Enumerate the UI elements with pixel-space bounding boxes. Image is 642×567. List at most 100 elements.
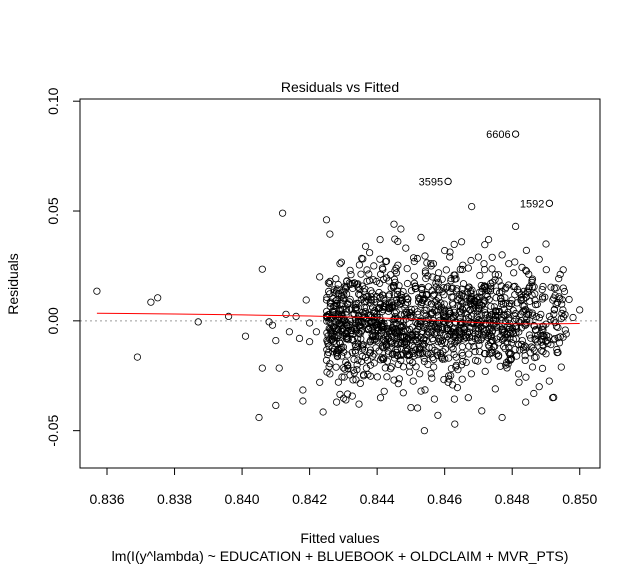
residual-point (524, 310, 533, 319)
residual-point (557, 363, 565, 371)
residual-point (344, 362, 352, 370)
residual-point (441, 345, 449, 353)
residual-point (422, 337, 430, 345)
residual-point (462, 358, 470, 366)
residual-point (386, 271, 395, 279)
residual-point (327, 314, 335, 322)
residual-point (272, 401, 280, 409)
residual-point (474, 304, 482, 312)
residual-point (340, 373, 348, 381)
residual-point (343, 330, 351, 338)
residual-point (322, 216, 331, 224)
residual-point (453, 383, 461, 392)
residual-point (510, 269, 518, 277)
residual-point (327, 319, 335, 327)
residual-point (382, 257, 391, 265)
residual-point (342, 311, 350, 319)
residual-point (414, 310, 422, 318)
residual-point (434, 269, 443, 277)
residual-point (403, 347, 411, 355)
residual-point (517, 324, 526, 332)
residual-point (328, 332, 336, 340)
residual-point (515, 378, 523, 386)
residual-point (470, 342, 478, 351)
residual-point (538, 295, 547, 303)
residual-point (420, 427, 428, 435)
y-tick-label: 0.05 (45, 197, 61, 224)
residual-point (338, 325, 347, 333)
y-axis-label: Residuals (5, 253, 21, 314)
residual-points (93, 130, 584, 435)
residual-point (456, 265, 464, 273)
point-label: 3595 (419, 176, 443, 188)
residual-point (410, 272, 418, 280)
residual-point (424, 298, 432, 306)
y-axis: -0.05 0.00 0.05 0.10 (45, 87, 81, 447)
residual-point (383, 325, 391, 333)
residual-point (556, 295, 564, 303)
residual-point (495, 351, 503, 359)
residual-point (447, 371, 455, 380)
residual-point (457, 361, 466, 369)
residual-point (552, 300, 560, 309)
residual-point (348, 392, 356, 400)
residual-point (338, 373, 346, 381)
residual-point (498, 287, 506, 295)
residual-point (466, 299, 474, 307)
residual-point (452, 337, 460, 345)
residual-point (528, 309, 536, 317)
residual-point (439, 317, 447, 326)
residual-point (502, 283, 510, 291)
residual-point (394, 360, 402, 369)
residual-point (459, 306, 467, 314)
residual-point (357, 323, 365, 331)
residual-point (528, 278, 536, 286)
residual-point (477, 336, 485, 344)
residual-point (332, 398, 341, 406)
residual-point (459, 261, 467, 269)
residual-point (450, 330, 458, 338)
residual-point (428, 353, 437, 362)
residual-point (552, 322, 561, 330)
residual-point (359, 255, 367, 263)
residual-point (461, 323, 469, 331)
residual-point (429, 320, 437, 329)
residual-point (511, 222, 520, 230)
residual-point (354, 315, 362, 323)
residual-point (438, 336, 446, 344)
residual-point (361, 242, 370, 250)
residual-point (541, 293, 549, 301)
residual-point (454, 301, 462, 310)
residual-point (409, 377, 417, 385)
residual-point (530, 322, 539, 330)
residual-point (559, 266, 567, 274)
residual-point (512, 352, 521, 360)
residual-point (522, 246, 531, 254)
residual-point (446, 253, 454, 261)
residual-point (398, 322, 406, 331)
residual-point (547, 283, 555, 291)
residual-point (285, 328, 293, 336)
x-tick-label: 0.844 (360, 491, 395, 507)
residual-point (451, 275, 459, 283)
residual-point (410, 343, 418, 351)
residual-point (390, 320, 398, 329)
residual-point (452, 353, 460, 361)
residual-point (358, 352, 366, 360)
residual-point (378, 354, 386, 362)
residual-point (335, 289, 343, 298)
residual-point (427, 262, 435, 270)
residual-point (282, 310, 290, 318)
residual-point (491, 276, 499, 284)
residual-point (439, 348, 447, 356)
residual-point (435, 302, 443, 310)
residual-point (458, 375, 466, 383)
residual-point (487, 279, 495, 287)
residual-point (441, 338, 449, 346)
residual-point (515, 288, 523, 296)
residual-point (421, 306, 429, 314)
residual-point (363, 277, 371, 285)
residual-point (542, 350, 550, 358)
residual-point (299, 397, 307, 405)
residual-point (488, 310, 496, 318)
